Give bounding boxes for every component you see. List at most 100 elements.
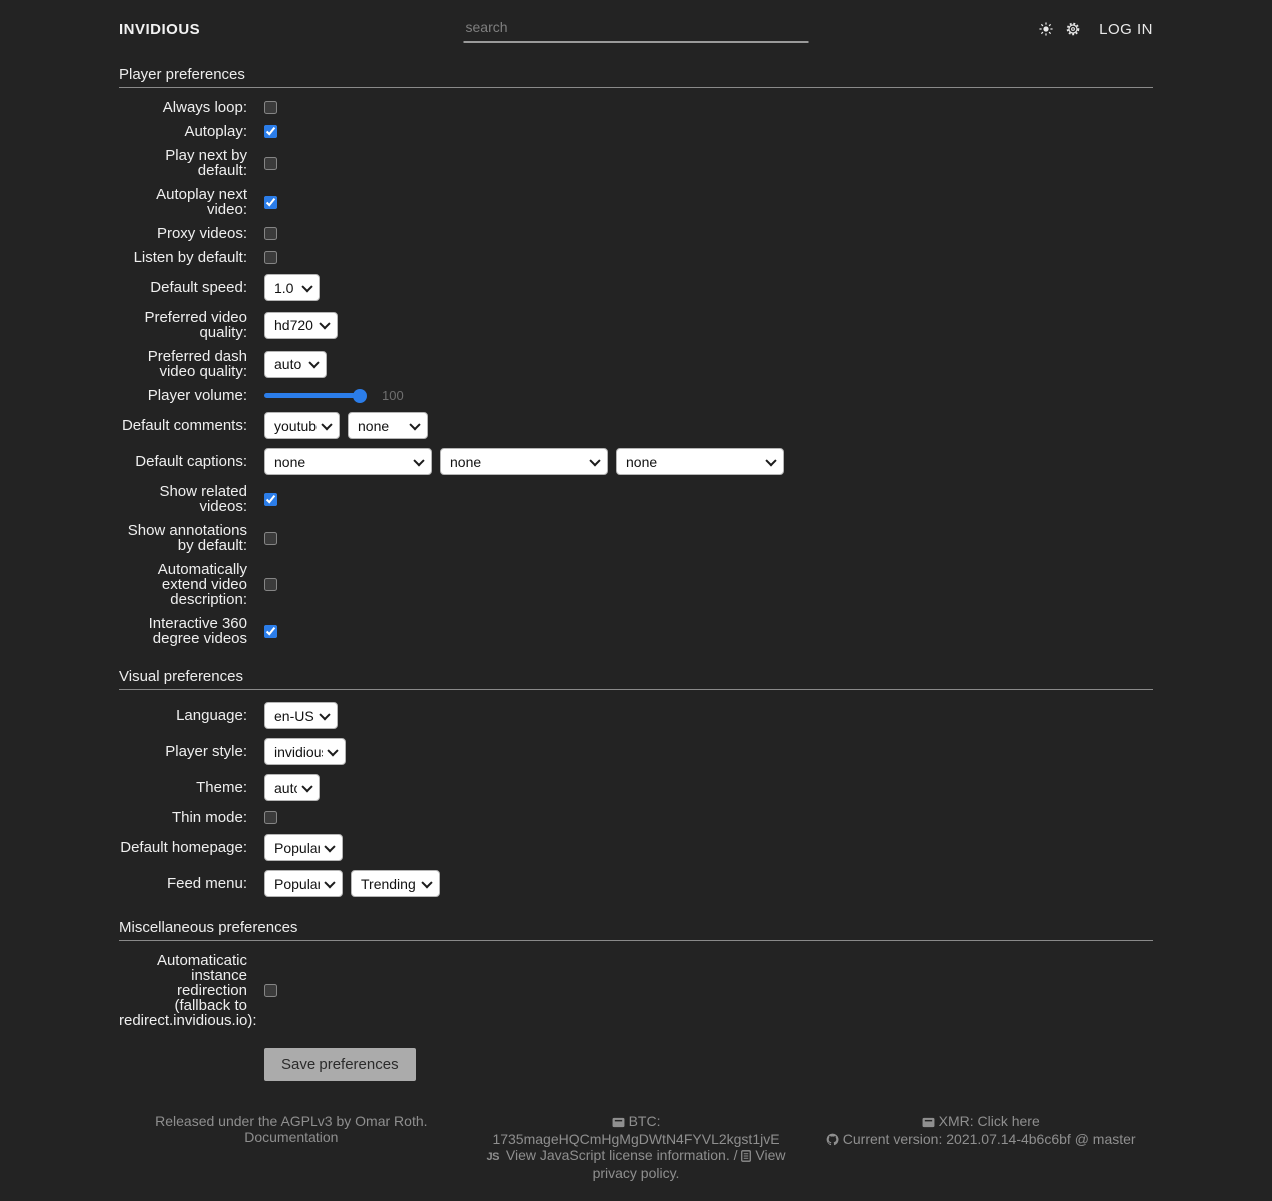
comments-select-1[interactable]: youtube: [264, 412, 340, 439]
pref-row-play-next: Play next by default:: [119, 148, 1153, 178]
btc-address: BTC: 1735mageHQCmHgMgDWtN4FYVL2kgst1jvE: [492, 1113, 780, 1147]
language-select-wrap: en-US: [264, 702, 338, 729]
pref-label: Interactive 360 degree videos: [148, 615, 247, 647]
captions-select-3[interactable]: none: [616, 448, 784, 475]
captions-select-1-wrap: none: [264, 448, 432, 475]
pref-label: Thin mode:: [171, 809, 247, 826]
pref-row-theme: Theme: auto: [119, 774, 1153, 801]
section-title-player: Player preferences: [119, 66, 245, 83]
volume-slider-thumb[interactable]: [353, 388, 367, 403]
pref-label: Autoplay next video:: [156, 186, 247, 218]
pref-row-video-quality: Preferred video quality: hd720: [119, 310, 1153, 340]
captions-select-2-wrap: none: [440, 448, 608, 475]
pref-row-related-videos: Show related videos:: [119, 484, 1153, 514]
js-icon: JS: [486, 1151, 500, 1163]
autoplay-checkbox[interactable]: [264, 125, 277, 138]
feed-menu-select-1-wrap: Popular: [264, 870, 343, 897]
search-form: [463, 14, 809, 43]
license-text: Released under the AGPLv3 by Omar Roth.: [155, 1113, 428, 1129]
pref-row-extend-desc: Automatically extend video description:: [119, 562, 1153, 607]
pref-row-feed-menu: Feed menu: Popular Trending: [119, 870, 1153, 897]
pref-row-language: Language: en-US: [119, 702, 1153, 729]
feed-menu-select-1[interactable]: Popular: [264, 870, 343, 897]
save-row: Save preferences: [264, 1048, 1153, 1081]
money-icon: [612, 1115, 625, 1131]
pref-row-dash-quality: Preferred dash video quality: auto: [119, 349, 1153, 379]
pref-row-auto-redirect: Automaticatic instance redirection (fall…: [119, 953, 1153, 1028]
autoplay-next-checkbox[interactable]: [264, 195, 277, 209]
feed-menu-select-2-wrap: Trending: [351, 870, 440, 897]
always-loop-checkbox[interactable]: [264, 101, 277, 114]
xmr-link[interactable]: Click here: [977, 1113, 1040, 1129]
pref-row-proxy-videos: Proxy videos:: [119, 226, 1153, 241]
captions-select-3-wrap: none: [616, 448, 784, 475]
search-input[interactable]: [463, 14, 809, 43]
footer-license-column: Released under the AGPLv3 by Omar Roth. …: [119, 1113, 464, 1181]
dash-quality-select-wrap: auto: [264, 350, 327, 378]
comments-select-2-wrap: none: [348, 412, 428, 439]
invidious-logo[interactable]: INVIDIOUS: [119, 20, 201, 38]
annotations-checkbox[interactable]: [264, 531, 277, 545]
default-home-select-wrap: Popular: [264, 834, 343, 861]
save-preferences-button[interactable]: Save preferences: [264, 1048, 416, 1081]
pref-label: Default homepage:: [120, 839, 247, 856]
gear-icon[interactable]: [1066, 22, 1080, 36]
pref-label: Default captions:: [135, 453, 247, 470]
volume-slider[interactable]: [264, 388, 367, 403]
pref-row-annotations: Show annotations by default:: [119, 523, 1153, 553]
section-divider: [119, 940, 1153, 941]
pref-label: Proxy videos:: [156, 225, 247, 242]
captions-select-1[interactable]: none: [264, 448, 432, 475]
pref-row-always-loop: Always loop:: [119, 100, 1153, 115]
video-quality-select[interactable]: hd720: [264, 311, 338, 339]
listen-default-checkbox[interactable]: [264, 251, 277, 264]
pref-label: Play next by default:: [165, 147, 247, 179]
pref-row-player-volume: Player volume: 100: [119, 388, 1153, 403]
pref-row-player-style: Player style: invidious: [119, 738, 1153, 765]
video-quality-select-wrap: hd720: [264, 311, 338, 339]
login-link[interactable]: LOG IN: [1099, 20, 1153, 38]
auto-redirect-checkbox[interactable]: [264, 984, 277, 997]
comments-select-2[interactable]: none: [348, 412, 428, 439]
pref-row-autoplay: Autoplay:: [119, 124, 1153, 139]
default-home-select[interactable]: Popular: [264, 834, 343, 861]
captions-select-2[interactable]: none: [440, 448, 608, 475]
pref-label: Default comments:: [121, 417, 247, 434]
footer-donate-column: BTC: 1735mageHQCmHgMgDWtN4FYVL2kgst1jvE …: [464, 1113, 809, 1181]
pref-label: Default speed:: [150, 279, 247, 296]
section-divider: [119, 87, 1153, 88]
pref-row-listen-default: Listen by default:: [119, 250, 1153, 265]
pref-label: Show annotations by default:: [127, 522, 247, 554]
footer-separator: /: [729, 1147, 742, 1163]
volume-value: 100: [382, 388, 404, 403]
comments-select-1-wrap: youtube: [264, 412, 340, 439]
proxy-videos-checkbox[interactable]: [264, 227, 277, 240]
language-select[interactable]: en-US: [264, 702, 338, 729]
player-style-select[interactable]: invidious: [264, 738, 346, 765]
version-link[interactable]: 2021.07.14-4b6c6bf @ master: [946, 1131, 1136, 1147]
pref-row-default-comments: Default comments: youtube none: [119, 412, 1153, 439]
theme-select[interactable]: auto: [264, 774, 320, 801]
extend-desc-checkbox[interactable]: [264, 578, 277, 591]
pref-label: Preferred video quality:: [144, 309, 247, 341]
js-license-link[interactable]: View JavaScript license information.: [505, 1147, 730, 1163]
pref-row-thin-mode: Thin mode:: [119, 810, 1153, 825]
feed-menu-select-2[interactable]: Trending: [351, 870, 440, 897]
footer-version-column: XMR: Click here Current version: 2021.07…: [808, 1113, 1153, 1181]
pref-label: Always loop:: [162, 99, 247, 116]
play-next-checkbox[interactable]: [264, 156, 277, 170]
pref-label: Listen by default:: [133, 249, 247, 266]
pref-row-default-home: Default homepage: Popular: [119, 834, 1153, 861]
default-speed-select[interactable]: 1.0: [264, 274, 320, 301]
money-icon: [922, 1115, 935, 1131]
documentation-link[interactable]: Documentation: [244, 1129, 339, 1145]
pref-label: Show related videos:: [159, 483, 247, 515]
vr-mode-checkbox[interactable]: [264, 624, 277, 638]
thin-mode-checkbox[interactable]: [264, 811, 277, 824]
related-videos-checkbox[interactable]: [264, 492, 277, 506]
sun-icon[interactable]: [1039, 22, 1053, 36]
dash-quality-select[interactable]: auto: [264, 350, 327, 378]
pref-label: Player style:: [165, 743, 247, 760]
pref-label: Automatically extend video description:: [157, 561, 247, 608]
header-actions: LOG IN: [1039, 21, 1153, 38]
